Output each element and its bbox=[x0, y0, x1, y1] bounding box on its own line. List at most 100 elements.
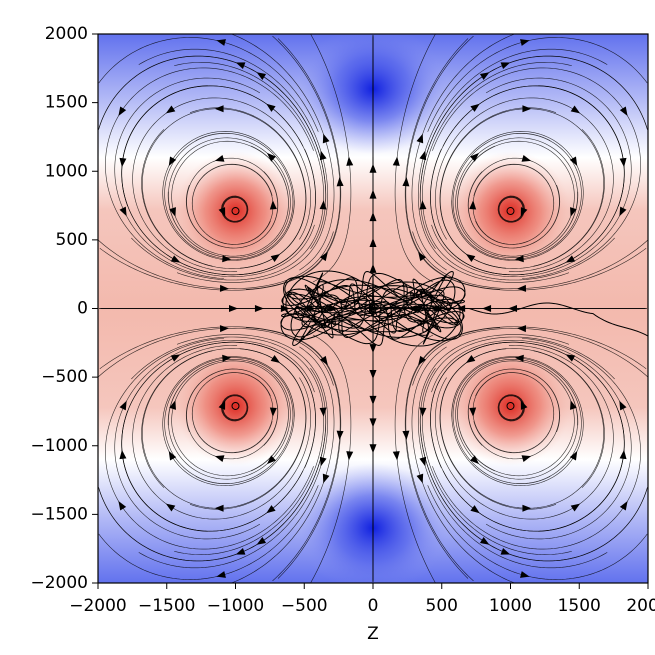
stream-arrow bbox=[619, 106, 628, 116]
y-tick-label: −1500 bbox=[30, 504, 88, 524]
stream-arrow bbox=[514, 354, 524, 362]
stream-arrow bbox=[516, 325, 527, 333]
stream-arrow bbox=[570, 105, 581, 114]
y-tick-label: −2000 bbox=[30, 573, 88, 593]
stream-arrow bbox=[419, 200, 427, 210]
stream-arrow bbox=[465, 254, 476, 262]
stream-arrow bbox=[214, 504, 224, 512]
stream-arrow bbox=[419, 150, 427, 161]
stream-arrow bbox=[520, 39, 530, 46]
stream-arrow bbox=[235, 62, 246, 69]
point bbox=[231, 207, 240, 216]
stream-arrow bbox=[119, 157, 127, 168]
y-tick-label: 500 bbox=[56, 230, 88, 250]
stream-arrow bbox=[266, 152, 276, 162]
stream-arrow bbox=[479, 537, 490, 545]
stream-arrow bbox=[270, 355, 281, 363]
x-tick-label: −1500 bbox=[138, 596, 196, 616]
stream-arrow bbox=[214, 455, 225, 463]
y-tick-label: 0 bbox=[77, 299, 88, 319]
stream-arrow bbox=[170, 255, 181, 263]
y-tick-label: 1000 bbox=[45, 161, 88, 181]
stream-arrow bbox=[500, 548, 511, 555]
stream-arrow bbox=[520, 207, 528, 217]
stream-arrow bbox=[469, 200, 477, 210]
stream-arrow bbox=[319, 407, 327, 417]
stream-arrow bbox=[416, 133, 424, 144]
trajectory-line bbox=[280, 270, 648, 347]
point bbox=[506, 207, 515, 216]
stream-arrow bbox=[570, 207, 577, 217]
stream-arrow bbox=[418, 355, 427, 366]
stream-arrow bbox=[256, 72, 267, 80]
stream-arrow bbox=[419, 456, 427, 467]
stream-arrow bbox=[402, 430, 410, 440]
stream-arrow bbox=[269, 407, 277, 417]
heat-blob bbox=[175, 345, 296, 466]
x-tick-label: 1000 bbox=[489, 596, 532, 616]
stream-arrow bbox=[270, 254, 281, 262]
stream-arrow bbox=[470, 455, 480, 465]
stream-arrow bbox=[514, 255, 524, 263]
trajectory bbox=[280, 270, 648, 347]
stream-arrow bbox=[168, 156, 177, 167]
stream-arrow bbox=[522, 105, 532, 113]
stream-arrow bbox=[170, 354, 181, 362]
stream-arrow bbox=[322, 133, 330, 144]
y-tick-label: 2000 bbox=[45, 24, 88, 44]
x-tick-label: −500 bbox=[281, 596, 328, 616]
stream-arrow bbox=[469, 407, 477, 417]
stream-arrow bbox=[346, 156, 354, 166]
stream-arrow bbox=[392, 156, 400, 166]
stream-arrow bbox=[500, 62, 511, 69]
stream-arrow bbox=[319, 200, 327, 210]
x-tick-label: 0 bbox=[368, 596, 379, 616]
y-tick-label: −1000 bbox=[30, 436, 88, 456]
stream-arrow bbox=[470, 505, 480, 514]
x-tick-label: 1500 bbox=[558, 596, 601, 616]
stream-arrow bbox=[479, 72, 490, 80]
stream-arrow bbox=[521, 154, 532, 162]
stream-arrow bbox=[169, 400, 176, 410]
stream-arrow bbox=[165, 105, 176, 114]
axes: −2000 −1500 −1000 −500 0 500 1000 1500 2000 −2000… bbox=[30, 24, 655, 616]
stream-arrow bbox=[319, 456, 327, 467]
stream-arrow bbox=[336, 430, 344, 440]
y-tick-label: 1500 bbox=[45, 93, 88, 113]
stream-arrow bbox=[119, 400, 127, 411]
stream-arrow bbox=[119, 206, 127, 217]
point bbox=[506, 401, 515, 410]
stream-arrow bbox=[169, 207, 176, 217]
stream-arrow bbox=[235, 548, 246, 555]
stream-arrow bbox=[465, 355, 476, 363]
stream-arrow bbox=[218, 400, 226, 410]
stream-arrow bbox=[118, 106, 127, 116]
x-tick-label: 2000 bbox=[626, 596, 655, 616]
y-tick-label: −500 bbox=[41, 367, 88, 387]
stream-arrow bbox=[266, 103, 276, 112]
stream-arrow bbox=[565, 354, 576, 362]
stream-arrow bbox=[520, 571, 530, 578]
stream-arrow bbox=[570, 503, 581, 512]
streamlines bbox=[98, 34, 648, 583]
stream-arrow bbox=[619, 400, 627, 411]
stream-arrow bbox=[168, 450, 177, 461]
stream-arrow bbox=[214, 105, 224, 113]
x-tick-label: −1000 bbox=[207, 596, 265, 616]
stream-arrow bbox=[470, 103, 480, 112]
stream-arrow bbox=[402, 177, 410, 187]
stream-arrow bbox=[256, 537, 267, 545]
stream-arrow bbox=[214, 154, 225, 162]
stream-arrow bbox=[419, 407, 427, 417]
x-tick-label: 500 bbox=[426, 596, 458, 616]
heat-blob bbox=[175, 151, 296, 272]
stream-arrow bbox=[269, 200, 277, 210]
points bbox=[231, 207, 515, 410]
stream-arrow bbox=[319, 355, 328, 366]
stream-arrow bbox=[216, 39, 226, 46]
stream-arrow bbox=[218, 207, 226, 217]
stream-arrow bbox=[392, 451, 400, 461]
stream-arrow bbox=[118, 501, 127, 511]
stream-arrow bbox=[346, 451, 354, 461]
